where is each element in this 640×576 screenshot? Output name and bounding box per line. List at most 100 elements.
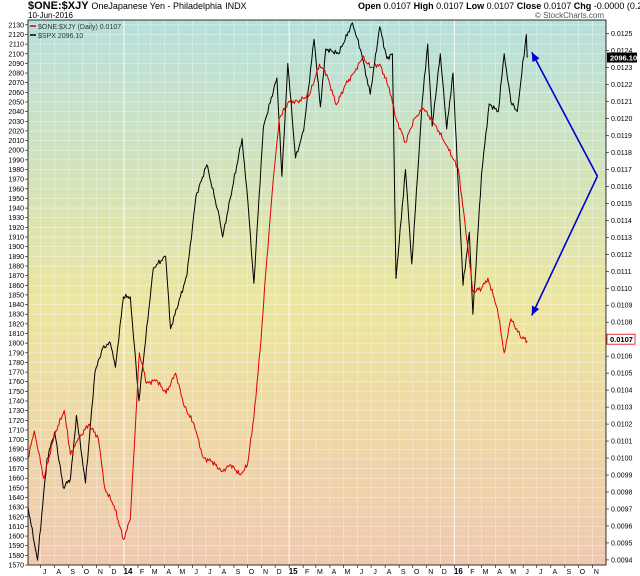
x-axis-tick-label: N [98, 569, 103, 576]
xjy-last-value-tag-bg [606, 333, 636, 345]
right-axis-tick-label: 0.0123 [611, 65, 633, 72]
left-axis-tick-label: 1830 [8, 312, 24, 319]
x-axis-tick-label: O [84, 569, 90, 576]
left-axis-tick-label: 1890 [8, 254, 24, 261]
left-axis-tick-label: 1960 [8, 186, 24, 193]
quote-line: Open 0.0107 High 0.0107 Low 0.0107 Close… [358, 1, 640, 11]
left-axis-tick-label: 2090 [8, 61, 24, 68]
left-axis-tick-label: 1730 [8, 408, 24, 415]
left-axis-tick-label: 1680 [8, 456, 24, 463]
x-axis-tick-label: A [387, 569, 392, 576]
annotation-arrow-head [531, 52, 540, 63]
left-axis-tick-label: 1760 [8, 379, 24, 386]
left-axis-tick-label: 2030 [8, 119, 24, 126]
xjy-last-value-tag: 0.0107 [610, 335, 633, 344]
right-axis-tick-label: 0.0104 [611, 388, 633, 395]
x-axis-tick-label: M [510, 569, 516, 576]
high-label: High [413, 1, 434, 11]
left-axis-tick-label: 1800 [8, 341, 24, 348]
left-axis-tick-label: 2100 [8, 51, 24, 58]
x-axis-tick-label: D [277, 569, 282, 576]
left-axis-tick-label: 1870 [8, 273, 24, 280]
x-axis-tick-label: F [470, 569, 474, 576]
right-axis-tick-label: 0.0118 [611, 150, 632, 157]
left-axis-tick-label: 1860 [8, 283, 24, 290]
left-axis-tick-label: 1810 [8, 331, 24, 338]
left-axis-tick-label: 2130 [8, 22, 24, 29]
spx-series-line [28, 22, 528, 561]
watermark: © StockCharts.com [535, 11, 604, 20]
left-axis-tick-label: 1990 [8, 157, 24, 164]
left-axis-tick-label: 1880 [8, 263, 24, 270]
legend-entry-xjy: $ONE:$XJY (Daily) 0.0107 [38, 24, 121, 31]
x-axis-tick-label: J [208, 569, 212, 576]
chg-label: Chg [573, 1, 592, 11]
left-axis-tick-label: 1710 [8, 427, 24, 434]
x-axis-tick-label: M [179, 569, 185, 576]
x-axis-tick-label: J [360, 569, 364, 576]
x-axis-tick-label: A [56, 569, 61, 576]
left-axis-tick-label: 1900 [8, 244, 24, 251]
left-axis-tick-label: 1790 [8, 350, 24, 357]
left-axis-tick-label: 1950 [8, 196, 24, 203]
left-axis-tick-label: 1650 [8, 485, 24, 492]
x-axis-tick-label: J [373, 569, 377, 576]
x-axis-tick-label: J [539, 569, 543, 576]
x-axis-tick-label: O [249, 569, 255, 576]
x-axis-tick-label: D [442, 569, 447, 576]
exchange-label: INDX [225, 1, 247, 11]
left-axis-tick-label: 1910 [8, 235, 24, 242]
left-axis-tick-label: 1660 [8, 476, 24, 483]
x-axis-tick-label: J [525, 569, 529, 576]
left-axis-tick-label: 1920 [8, 225, 24, 232]
left-axis-tick-label: 2060 [8, 90, 24, 97]
left-axis-tick-label: 1640 [8, 495, 24, 502]
left-axis-tick-label: 1740 [8, 399, 24, 406]
x-axis-tick-label: F [305, 569, 309, 576]
right-axis-tick-label: 0.0097 [611, 506, 633, 513]
x-axis-tick-label: M [152, 569, 158, 576]
right-axis-tick-label: 0.0095 [611, 540, 633, 547]
left-axis-tick-label: 1780 [8, 360, 24, 367]
annotation-arrow-line [531, 175, 599, 316]
left-axis-tick-label: 2020 [8, 128, 24, 135]
left-axis-tick-label: 1590 [8, 543, 24, 550]
left-axis-tick-label: 1630 [8, 505, 24, 512]
left-axis-tick-label: 2000 [8, 148, 24, 155]
x-axis-tick-label: 15 [289, 567, 298, 576]
close-value: 0.0107 [543, 1, 572, 11]
right-axis-tick-label: 0.0120 [611, 116, 633, 123]
left-axis-tick-label: 1580 [8, 553, 24, 560]
right-axis-tick-label: 0.0105 [611, 371, 633, 378]
left-axis-tick-label: 1610 [8, 524, 24, 531]
right-axis-tick-label: 0.0119 [611, 133, 632, 140]
x-axis-tick-label: O [580, 569, 586, 576]
x-axis-tick-label: M [317, 569, 323, 576]
low-label: Low [466, 1, 485, 11]
x-axis-tick-label: N [594, 569, 599, 576]
left-axis-tick-label: 2110 [9, 42, 24, 49]
left-axis-tick-label: 1700 [8, 437, 24, 444]
left-axis-tick-label: 1720 [8, 418, 24, 425]
xjy-series-line [28, 55, 528, 540]
right-axis-tick-label: 0.0108 [611, 320, 633, 327]
right-axis-tick-label: 0.0109 [611, 303, 633, 310]
right-axis-tick-label: 0.0117 [611, 167, 632, 174]
x-axis-tick-label: A [222, 569, 227, 576]
left-axis-tick-label: 1930 [8, 215, 24, 222]
left-axis-tick-label: 1840 [8, 302, 24, 309]
right-axis-tick-label: 0.0098 [611, 489, 633, 496]
x-axis-tick-label: O [414, 569, 420, 576]
chart-symbol-header: $ONE:$XJY OneJapanese Yen - Philadelphia… [28, 0, 247, 12]
x-axis-tick-label: F [140, 569, 144, 576]
left-axis-tick-label: 1980 [8, 167, 24, 174]
x-axis-tick-label: M [345, 569, 351, 576]
x-axis-tick-label: M [483, 569, 489, 576]
left-axis-tick-label: 1820 [8, 321, 24, 328]
left-axis-tick-label: 1670 [8, 466, 24, 473]
x-axis-tick-label: A [332, 569, 337, 576]
left-axis-tick-label: 2040 [8, 109, 24, 116]
left-axis-tick-label: 1620 [8, 514, 24, 521]
left-axis-tick-label: 2080 [8, 71, 24, 78]
left-axis-tick-label: 1750 [8, 389, 24, 396]
